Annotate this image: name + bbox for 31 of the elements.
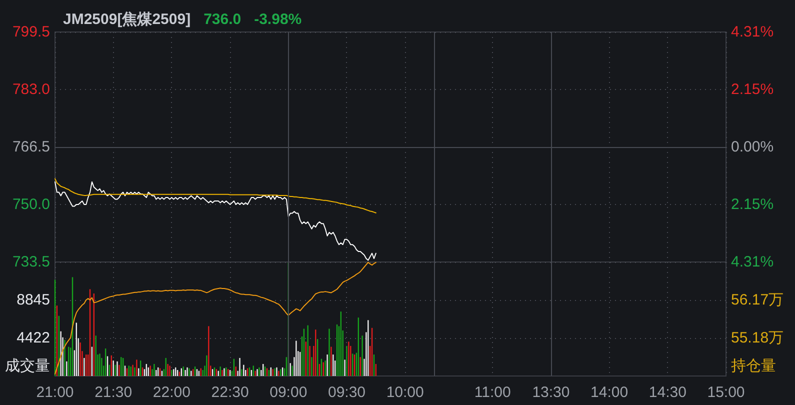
y2-tick-label: 2.15%: [731, 196, 774, 213]
y-axis-title: 成交量: [5, 358, 50, 374]
text: 736.0: [204, 11, 242, 28]
x-tick-label: 21:30: [94, 384, 132, 401]
x-tick-label: 09:00: [270, 384, 308, 401]
x-tick-label: 15:00: [707, 384, 745, 401]
x-tick-label: 11:00: [474, 384, 511, 401]
x-tick-label: 21:00: [36, 384, 74, 401]
y2-tick-label: 55.18万: [731, 330, 784, 346]
y2-tick-label: 2.15%: [731, 81, 774, 98]
y-tick-label: 733.5: [12, 254, 50, 270]
y-tick-label: 766.5: [12, 138, 50, 156]
y2-axis-title: 持仓量: [731, 358, 776, 374]
y-tick-label: 750.0: [12, 196, 50, 213]
x-tick-label: 14:00: [590, 384, 628, 401]
x-tick-label: 09:30: [328, 384, 366, 401]
x-tick-label: 14:30: [648, 384, 686, 401]
x-tick-label: 22:00: [152, 384, 190, 401]
x-tick-label: 22:30: [211, 384, 249, 401]
text: -3.98%: [254, 11, 302, 28]
y-tick-label: 4422: [16, 330, 50, 347]
y2-tick-label: 0.00%: [731, 138, 774, 156]
x-tick-label: 10:00: [386, 384, 424, 401]
chart-title: JM2509[焦煤2509]: [63, 11, 191, 28]
y-tick-label: 783.0: [12, 81, 50, 98]
y2-tick-label: 56.17万: [731, 292, 784, 308]
y2-tick-label: 4.31%: [731, 24, 774, 40]
y2-tick-label: 4.31%: [731, 254, 774, 270]
x-tick-label: 13:30: [532, 384, 570, 401]
y-tick-label: 8845: [16, 291, 50, 308]
y-tick-label: 799.5: [12, 24, 50, 40]
